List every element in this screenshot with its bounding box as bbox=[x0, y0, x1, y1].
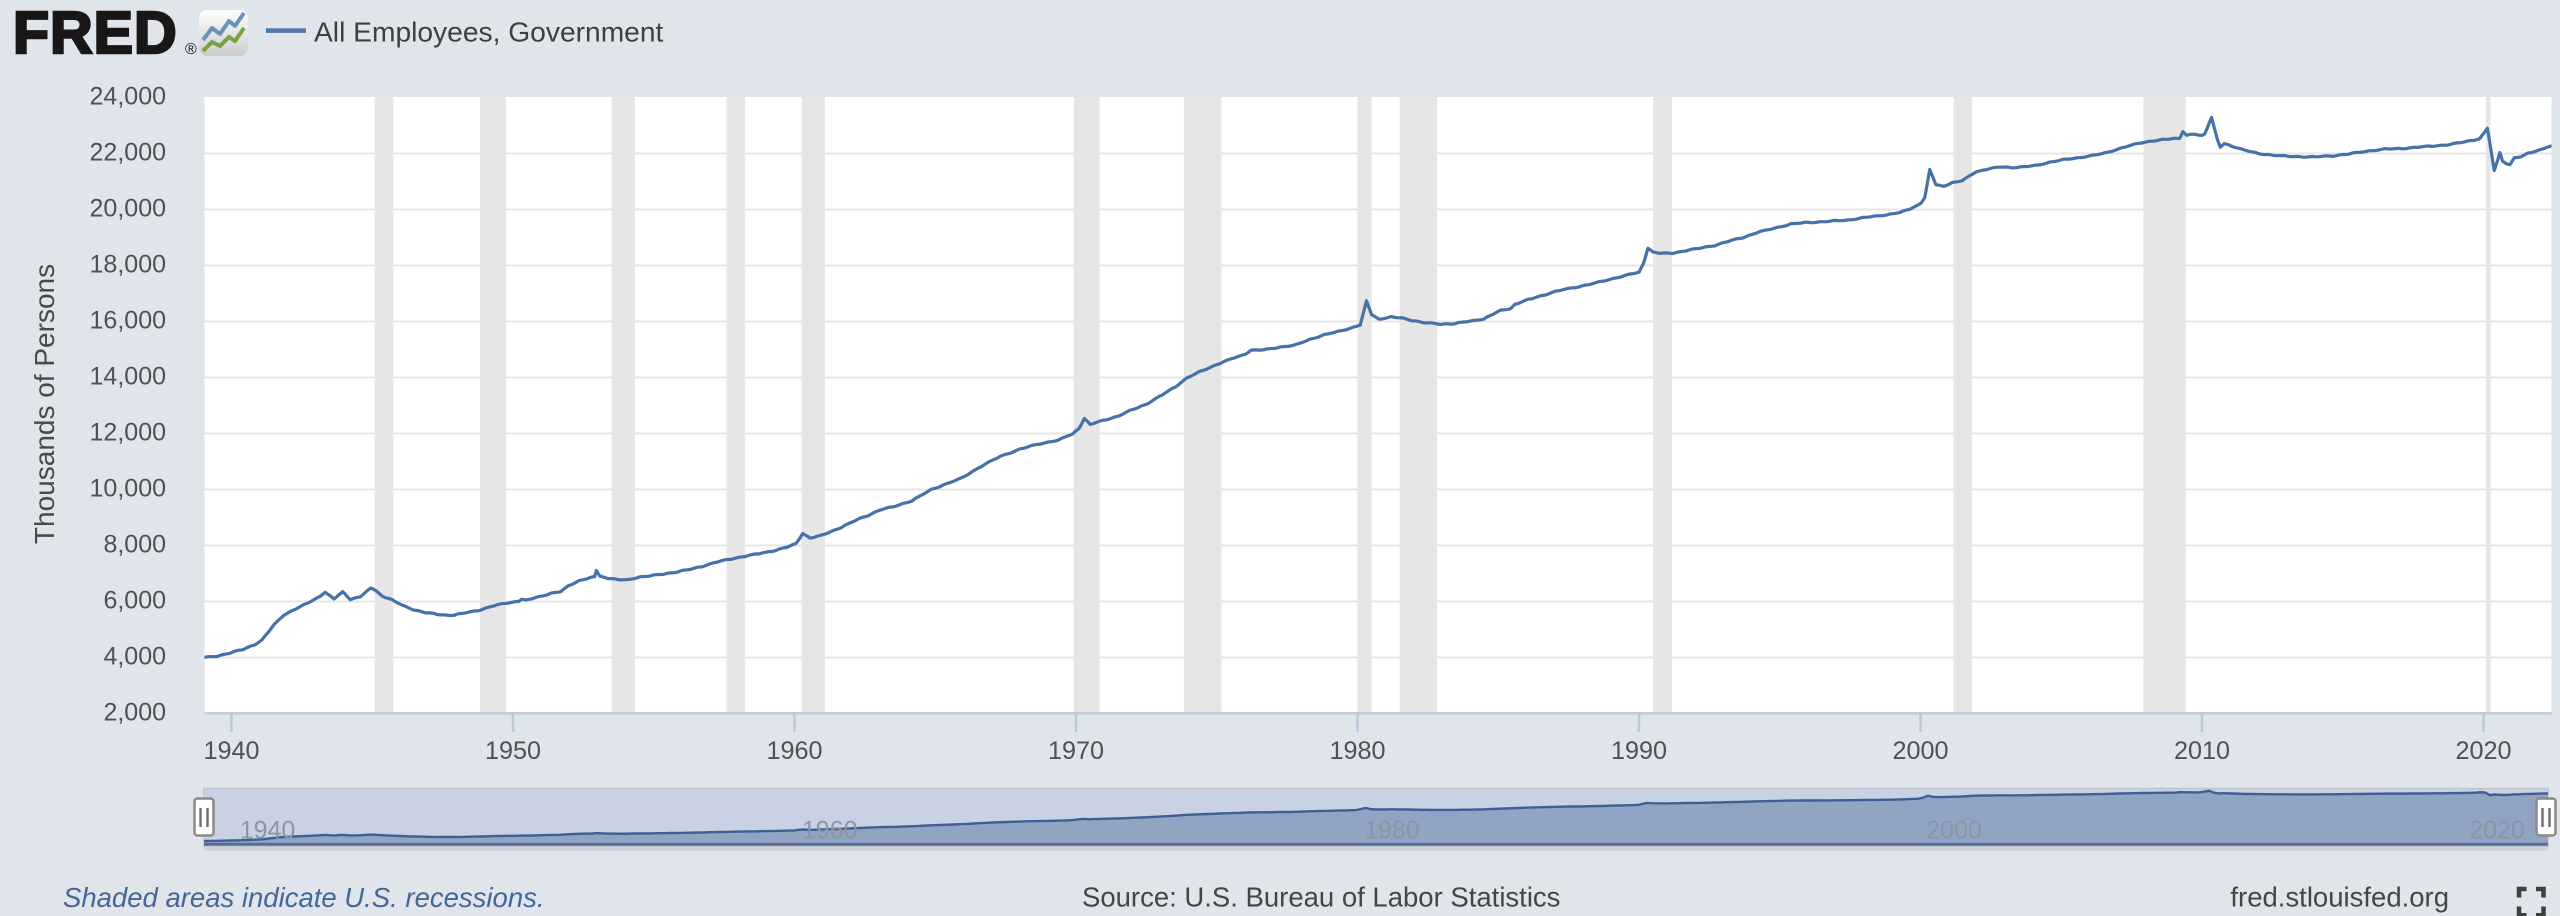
svg-text:2,000: 2,000 bbox=[103, 699, 166, 727]
svg-text:14,000: 14,000 bbox=[90, 363, 166, 391]
svg-text:2000: 2000 bbox=[1926, 817, 1982, 845]
svg-text:Source: U.S. Bureau of Labor S: Source: U.S. Bureau of Labor Statistics bbox=[1082, 882, 1560, 913]
svg-text:24,000: 24,000 bbox=[90, 83, 166, 111]
svg-text:2000: 2000 bbox=[1892, 737, 1948, 765]
svg-text:1950: 1950 bbox=[485, 737, 541, 765]
svg-text:20,000: 20,000 bbox=[90, 195, 166, 223]
svg-text:12,000: 12,000 bbox=[90, 419, 166, 447]
svg-text:4,000: 4,000 bbox=[103, 643, 166, 671]
svg-text:1970: 1970 bbox=[1048, 737, 1104, 765]
svg-text:1960: 1960 bbox=[802, 817, 858, 845]
svg-text:Thousands of Persons: Thousands of Persons bbox=[29, 264, 60, 544]
svg-text:8,000: 8,000 bbox=[103, 531, 166, 559]
svg-text:16,000: 16,000 bbox=[90, 307, 166, 335]
svg-text:2020: 2020 bbox=[2455, 737, 2511, 765]
svg-text:1980: 1980 bbox=[1329, 737, 1385, 765]
svg-text:Shaded areas indicate U.S. rec: Shaded areas indicate U.S. recessions. bbox=[63, 882, 545, 913]
svg-text:1990: 1990 bbox=[1611, 737, 1667, 765]
svg-text:10,000: 10,000 bbox=[90, 475, 166, 503]
svg-text:®: ® bbox=[185, 41, 197, 58]
svg-text:fred.stlouisfed.org: fred.stlouisfed.org bbox=[2230, 882, 2449, 913]
svg-text:2020: 2020 bbox=[2469, 817, 2525, 845]
svg-text:6,000: 6,000 bbox=[103, 587, 166, 615]
svg-text:FRED: FRED bbox=[13, 0, 178, 66]
svg-text:1980: 1980 bbox=[1364, 817, 1420, 845]
svg-text:1940: 1940 bbox=[240, 817, 296, 845]
svg-text:1940: 1940 bbox=[203, 737, 259, 765]
svg-text:1960: 1960 bbox=[766, 737, 822, 765]
svg-text:18,000: 18,000 bbox=[90, 251, 166, 279]
svg-text:2010: 2010 bbox=[2174, 737, 2230, 765]
svg-text:22,000: 22,000 bbox=[90, 139, 166, 167]
svg-text:All Employees, Government: All Employees, Government bbox=[314, 16, 664, 48]
